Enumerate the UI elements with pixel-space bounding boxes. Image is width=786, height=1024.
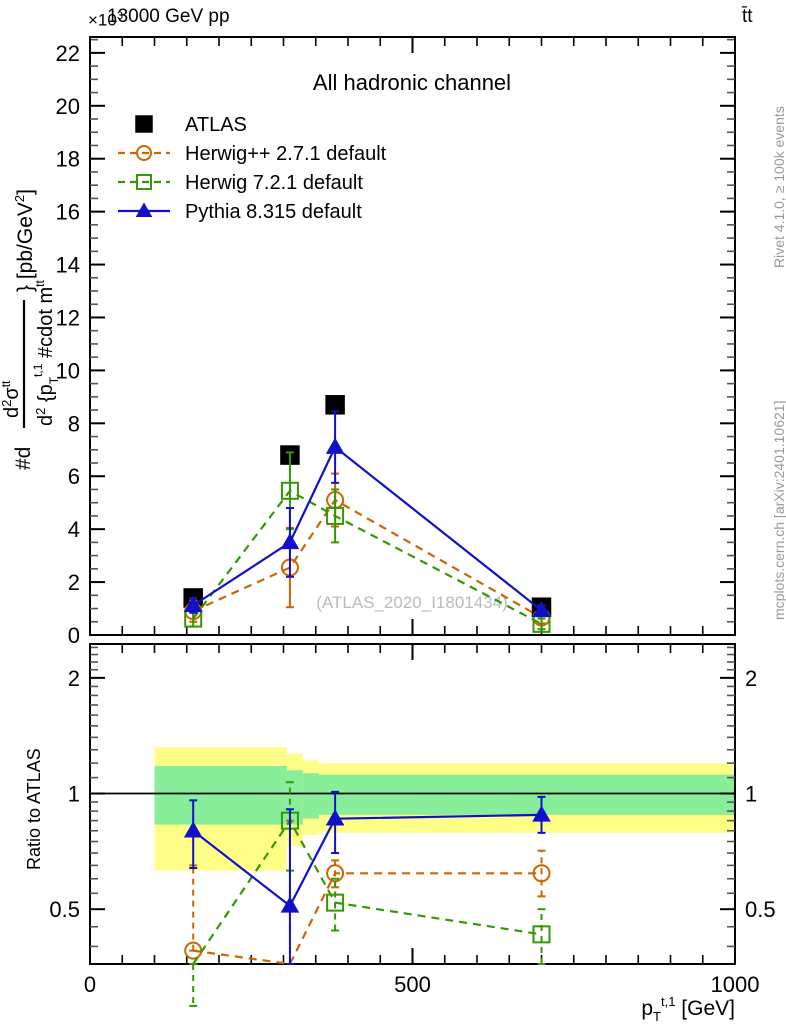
legend-label: Pythia 8.315 default [185,201,362,223]
ratio-error-bar [537,908,546,965]
svg-text:} [pb/GeV2]: } [pb/GeV2] [12,189,37,292]
series-herwig-7-2-1-default [184,451,551,633]
series-atlas [183,395,552,617]
data-marker [136,174,152,190]
series-line [192,498,543,619]
ratio-y-tick-label: 1 [68,782,80,807]
ratio-x-tick-label: 1000 [711,972,760,997]
data-marker [325,809,345,826]
data-marker [280,481,299,500]
data-marker [532,805,551,822]
ratio-series-line [192,818,542,965]
analysis-watermark: (ATLAS_2020_I1801434) [316,593,508,612]
y-tick-label: 8 [68,411,80,436]
svg-text:d2 {pTt,1 #cdot mtt: d2 {pTt,1 #cdot mtt [31,280,61,426]
ratio-x-tick-label: 0 [84,972,96,997]
data-marker [183,595,203,613]
data-marker [135,202,153,217]
legend-label: ATLAS [185,114,247,136]
band-inner [318,774,735,815]
legend-label: Herwig 7.2.1 default [185,172,363,194]
y-tick-label: 22 [56,41,80,66]
ratio-y-axis-ticks: 0.5 0.5 1 1 2 2 [49,646,776,948]
y-tick-label: 16 [56,200,80,225]
data-marker [183,821,203,838]
legend-item[interactable]: Herwig 7.2.1 default [118,172,363,194]
ratio-y-tick-label: 2 [68,666,80,691]
main-y-axis-ticks: 0 2 4 6 8 10 12 14 16 18 20 22 [56,38,735,648]
data-marker [280,896,300,913]
data-marker [325,437,345,454]
legend: ATLAS Herwig++ 2.7.1 default Herwig 7.2.1 … [118,114,387,223]
beam-label: 13000 GeV pp [107,6,230,27]
ratio-plot-panel: Ratio to ATLAS 0.5 0.5 1 1 2 2 0 500 1000 pTt,1… [24,643,776,1024]
ratio-data-series [183,781,551,1007]
ratio-x-axis-label: pTt,1 [GeV] [641,994,735,1024]
error-bar [537,617,546,631]
data-marker [532,600,551,618]
data-marker [532,925,551,944]
scale-exponent: 3 [116,10,123,22]
process-label-text: t̄t [742,6,753,27]
main-y-axis-label: #d d2σtt d2 {pTt,1 #cdot mtt } [pb/GeV2] [0,189,61,470]
ratio-error-bar [189,864,198,952]
data-marker [135,115,153,133]
y-tick-label: 4 [68,517,80,542]
band-inner [154,765,287,825]
ratio-series-line [193,872,542,966]
svg-text:d2σtt: d2σtt [0,380,23,418]
band-inner [302,773,319,819]
series-pythia-8-315-default [183,410,551,618]
ratio-error-bar [331,877,340,932]
ratio-series-pythia-8-315-default [183,790,551,965]
data-marker [326,506,345,525]
main-plot-panel: #d d2σtt d2 {pTt,1 #cdot mtt } [pb/GeV2]… [0,36,736,648]
series-line [192,489,543,625]
ratio-error-bar [285,808,294,965]
data-marker [280,532,300,550]
ratio-x-tick-label: 500 [394,972,431,997]
svg-text:#d: #d [12,447,35,470]
y-tick-label: 12 [56,305,80,330]
legend-item[interactable]: Pythia 8.315 default [118,201,362,223]
svg-text:pTt,1 [GeV]: pTt,1 [GeV] [641,994,735,1024]
legend-item[interactable]: ATLAS [135,114,247,136]
y-tick-label: 6 [68,464,80,489]
plot-title: All hadronic channel [313,70,511,95]
ratio-y-tick-label-right: 0.5 [745,897,776,922]
y-tick-label: 18 [56,147,80,172]
ratio-error-bar [189,963,198,1007]
ratio-y-tick-label-right: 2 [745,666,757,691]
scale-mantissa: ×10 [88,10,117,30]
legend-item[interactable]: Herwig++ 2.7.1 default [118,143,387,165]
process-label: t̄t [742,6,753,28]
main-data-series [183,395,552,633]
ratio-uncertainty-bands [154,747,735,871]
ratio-y-tick-label: 0.5 [49,897,80,922]
y-tick-label: 20 [56,94,80,119]
ratio-error-bar [537,849,546,898]
main-x-axis-ticks [89,37,736,635]
y-tick-label: 0 [68,623,80,648]
data-marker [532,864,551,883]
error-bar [331,488,340,544]
ratio-y-axis-label: Ratio to ATLAS [24,748,44,870]
data-marker [326,893,345,912]
ratio-series-line [192,813,542,908]
y-scale-multiplier: ×103 [88,10,123,31]
ratio-x-axis-ticks: 0 500 1000 [84,644,760,997]
legend-label: Herwig++ 2.7.1 default [185,143,387,165]
series-line [192,445,543,612]
y-tick-label: 2 [68,570,80,595]
y-tick-label: 10 [56,358,80,383]
data-marker [136,145,152,161]
ratio-y-tick-label-right: 1 [745,782,757,807]
y-tick-label: 14 [56,253,80,278]
